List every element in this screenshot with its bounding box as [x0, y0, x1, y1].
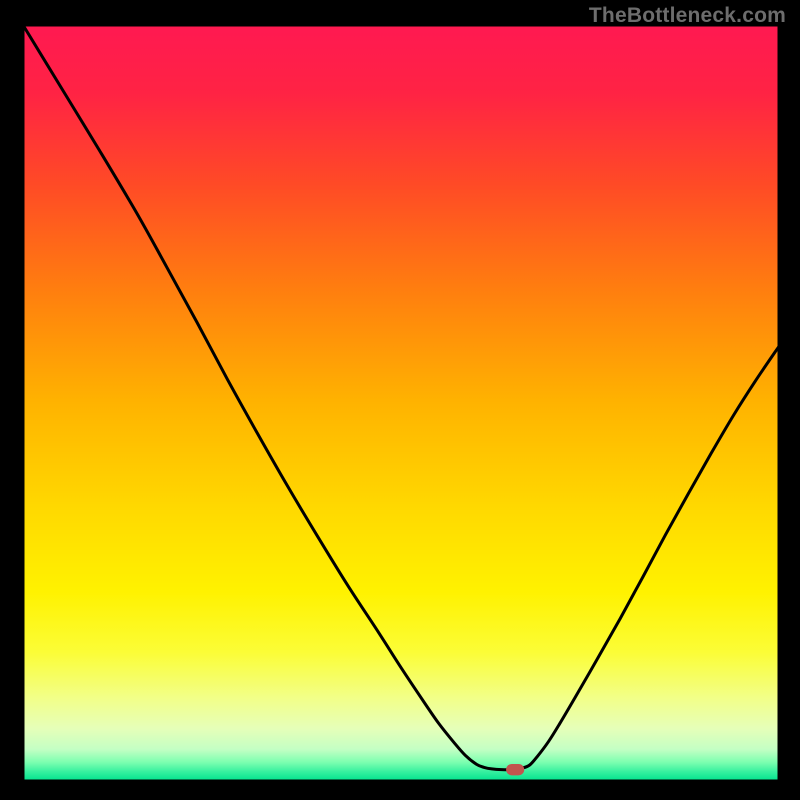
optimal-point-marker [506, 764, 524, 775]
chart-container: TheBottleneck.com [0, 0, 800, 800]
attribution-label: TheBottleneck.com [589, 4, 786, 28]
bottleneck-chart [0, 0, 800, 800]
